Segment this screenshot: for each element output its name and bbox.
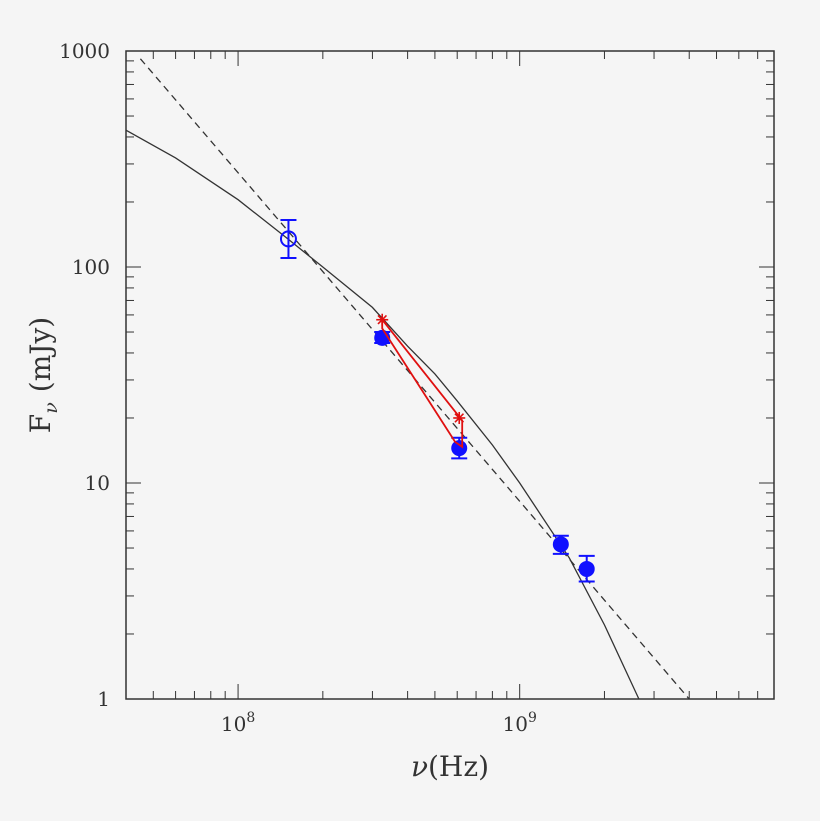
axis-ticks (125, 50, 775, 700)
x-tick-label: 109 (502, 710, 536, 736)
y-tick-label: 10 (85, 471, 110, 495)
filled-circle-marker (552, 536, 569, 553)
open-data-point (279, 219, 297, 260)
y-tick-label: 100 (72, 255, 110, 279)
x-tick-label: 108 (221, 710, 255, 736)
data-markers (279, 219, 595, 583)
red-polygon (381, 317, 464, 449)
x-axis-label: ν(Hz) (411, 750, 489, 783)
plot-frame (125, 50, 775, 700)
y-tick-label: 1 (97, 687, 110, 711)
open-circle-marker (279, 230, 297, 248)
x-tick-label-exponent: 8 (246, 710, 255, 726)
y-tick-label: 1000 (59, 39, 110, 63)
x-tick-label-base: 10 (221, 712, 246, 736)
filled-data-point (578, 554, 595, 583)
y-axis-label: Fν(mJy) (24, 317, 62, 433)
x-tick-label-exponent: 9 (528, 710, 537, 726)
solid-model-line (126, 129, 640, 699)
filled-circle-marker (451, 440, 468, 457)
model-curves (126, 58, 690, 699)
filled-circle-marker (578, 560, 595, 577)
x-tick-label-base: 10 (502, 712, 527, 736)
filled-data-point (552, 534, 569, 555)
